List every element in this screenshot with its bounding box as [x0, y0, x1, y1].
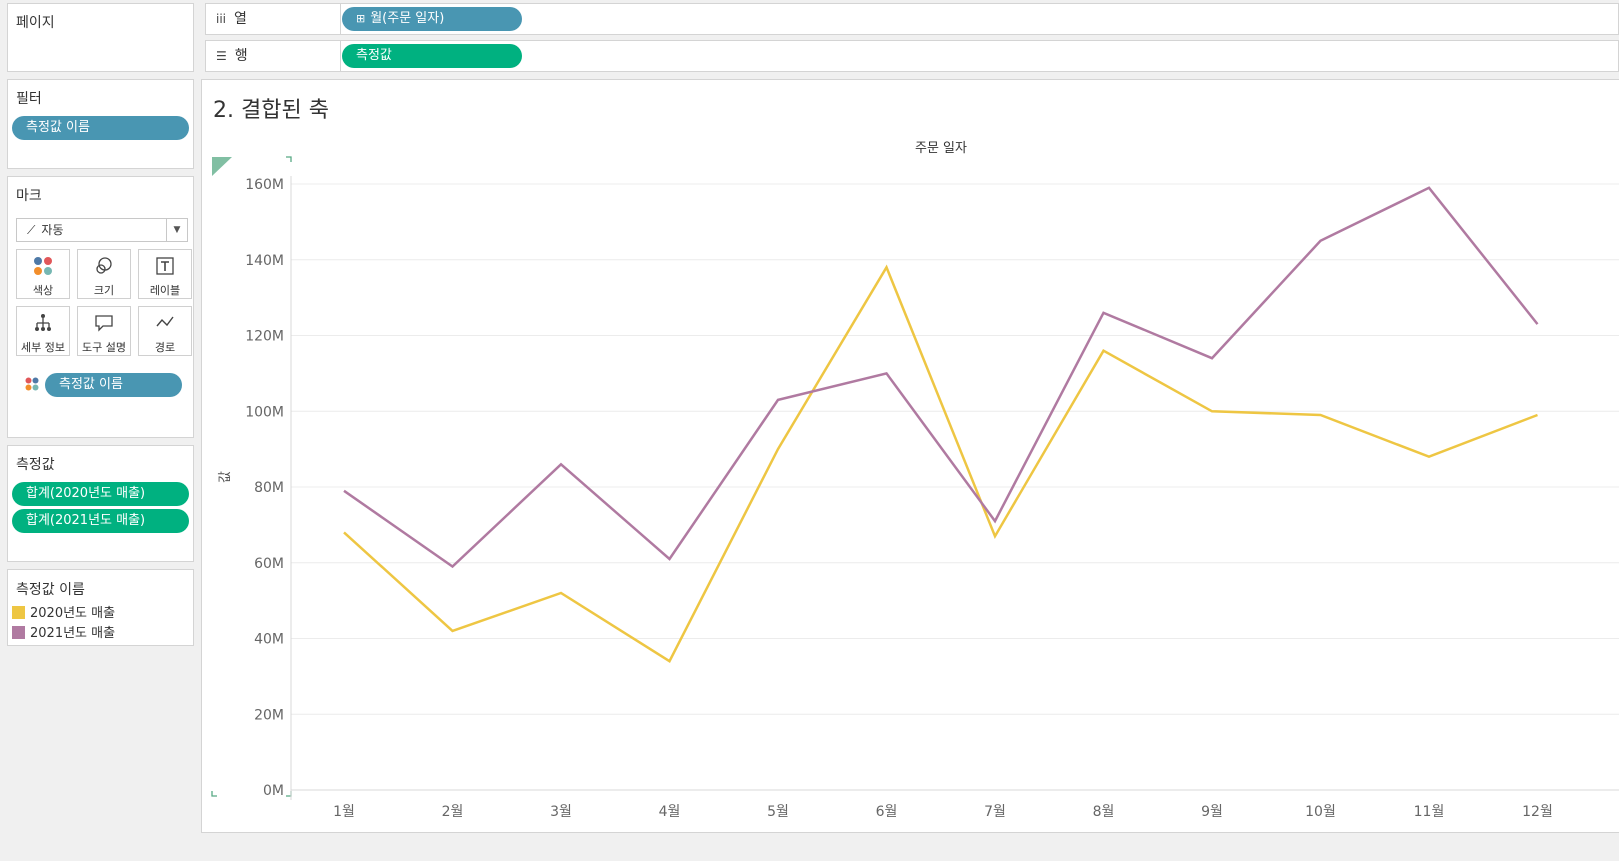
x-tick-label: 8월 [1093, 804, 1115, 820]
mark-tooltip-label: 도구 설명 [82, 341, 126, 354]
y-tick-label: 120M [245, 329, 284, 345]
y-axis-title: 값 [218, 471, 233, 483]
measure-2020-pill[interactable]: 합계(2020년도 매출) [12, 482, 189, 506]
y-tick-label: 160M [245, 177, 284, 193]
columns-label: 열 [234, 11, 247, 27]
columns-shelf[interactable]: iii 열 ⊞ 월(주문 일자) [205, 3, 1619, 35]
x-tick-label: 6월 [876, 804, 898, 820]
y-tick-label: 80M [254, 480, 284, 496]
mark-path-label: 경로 [154, 341, 176, 354]
viz-canvas: 2. 결합된 축 주문 일자 0M 20M 40M 60M 80M 100M 120M 140M… [201, 79, 1619, 833]
filters-title: 필터 [16, 91, 42, 107]
measure-values-title: 측정값 [16, 457, 55, 473]
x-tick-label: 9월 [1201, 804, 1223, 820]
plot-corner-bl [211, 791, 217, 797]
mark-size-button[interactable]: 크기 [77, 249, 131, 299]
legend-label-2021: 2021년도 매출 [30, 626, 116, 641]
y-tick-label: 0M [263, 783, 284, 799]
pages-title: 페이지 [16, 15, 55, 31]
marks-color-measure-names-pill[interactable]: 측정값 이름 [45, 373, 182, 397]
column-header: 주문 일자 [915, 141, 967, 156]
mark-tooltip-button[interactable]: 도구 설명 [77, 306, 131, 356]
x-tick-label: 10월 [1305, 804, 1336, 820]
chevron-down-icon: ▼ [166, 219, 187, 241]
line-chart[interactable]: 주문 일자 0M 20M 40M 60M 80M 100M 120M 140M 160M 값 1월 2월… [202, 80, 1619, 834]
series-line-2 [343, 186, 1539, 569]
series-line-1 [343, 264, 1538, 663]
plot-corner-tr [286, 156, 292, 162]
color-encoding-icon [25, 377, 39, 395]
marks-card: 마크 ⟋ 자동 ▼ 색상 크기 레이블 세부 정보 도구 설명 [7, 176, 194, 438]
y-tick-label: 20M [254, 707, 284, 723]
filters-card[interactable]: 필터 측정값 이름 [7, 79, 194, 169]
rows-shelf-label: ☰ 행 [206, 41, 341, 71]
mark-type-value: 자동 [41, 223, 64, 237]
measure-values-card: 측정값 합계(2020년도 매출) 합계(2021년도 매출) [7, 445, 194, 562]
y-tick-label: 60M [254, 556, 284, 572]
rows-label: 행 [234, 48, 248, 64]
mark-detail-label: 세부 정보 [21, 341, 65, 354]
columns-month-pill[interactable]: ⊞ 월(주문 일자) [342, 7, 522, 31]
x-tick-label: 4월 [659, 804, 681, 820]
x-tick-label: 11월 [1414, 804, 1445, 820]
legend-item-2020[interactable]: 2020년도 매출 [12, 605, 115, 623]
legend-item-2021[interactable]: 2021년도 매출 [12, 625, 115, 643]
legend-swatch-2020 [12, 606, 25, 619]
legend-swatch-2021 [12, 626, 25, 639]
x-tick-label: 3월 [550, 804, 572, 820]
tooltip-icon [78, 313, 130, 339]
viz-title: 2. 결합된 축 [213, 98, 329, 123]
legend-label-2020: 2020년도 매출 [30, 606, 116, 621]
size-icon [78, 256, 130, 282]
legend-title: 측정값 이름 [16, 582, 85, 598]
rows-measure-pill[interactable]: 측정값 [342, 44, 522, 68]
columns-shelf-label: iii 열 [206, 4, 341, 34]
rows-shelf[interactable]: ☰ 행 측정값 [205, 40, 1619, 72]
x-tick-label: 1월 [333, 804, 355, 820]
x-tick-label: 12월 [1522, 804, 1553, 820]
path-icon [139, 313, 191, 339]
rows-icon: ☰ [216, 49, 227, 63]
mark-detail-button[interactable]: 세부 정보 [16, 306, 70, 356]
mark-label-label: 레이블 [149, 284, 181, 297]
detail-icon [17, 313, 69, 339]
pages-card[interactable]: 페이지 [7, 3, 194, 72]
y-tick-label: 100M [245, 404, 284, 420]
x-tick-label: 7월 [984, 804, 1006, 820]
legend-card: 측정값 이름 2020년도 매출 2021년도 매출 [7, 569, 194, 646]
mark-color-label: 색상 [32, 284, 54, 297]
y-tick-label: 40M [254, 632, 284, 648]
plot-corner-br [286, 791, 292, 797]
color-icon [17, 256, 69, 282]
measure-2021-pill[interactable]: 합계(2021년도 매출) [12, 509, 189, 533]
y-tick-label: 140M [245, 253, 284, 269]
text-label-icon [139, 256, 191, 282]
x-tick-label: 5월 [767, 804, 789, 820]
columns-icon: iii [216, 12, 227, 26]
line-mark-icon: ⟋ [27, 223, 36, 237]
columns-pill-label: 월(주문 일자) [370, 11, 445, 26]
selection-corner-icon [212, 157, 232, 176]
mark-path-button[interactable]: 경로 [138, 306, 192, 356]
mark-size-label: 크기 [93, 284, 115, 297]
mark-label-button[interactable]: 레이블 [138, 249, 192, 299]
filter-measure-names-pill[interactable]: 측정값 이름 [12, 116, 189, 140]
x-tick-label: 2월 [442, 804, 464, 820]
mark-color-button[interactable]: 색상 [16, 249, 70, 299]
mark-type-dropdown[interactable]: ⟋ 자동 ▼ [16, 218, 188, 242]
marks-title: 마크 [16, 188, 42, 204]
expand-icon: ⊞ [356, 12, 366, 25]
